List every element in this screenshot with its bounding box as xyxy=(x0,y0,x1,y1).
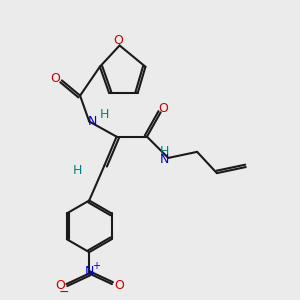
Text: N: N xyxy=(160,153,169,166)
Text: +: + xyxy=(92,261,100,271)
Text: H: H xyxy=(160,145,169,158)
Text: O: O xyxy=(113,34,123,47)
Text: O: O xyxy=(55,279,65,292)
Text: H: H xyxy=(72,164,82,177)
Text: −: − xyxy=(59,286,69,299)
Text: N: N xyxy=(88,115,98,128)
Text: H: H xyxy=(100,108,109,121)
Text: O: O xyxy=(114,279,124,292)
Text: N: N xyxy=(85,266,94,278)
Text: O: O xyxy=(159,102,169,115)
Text: O: O xyxy=(50,72,60,86)
